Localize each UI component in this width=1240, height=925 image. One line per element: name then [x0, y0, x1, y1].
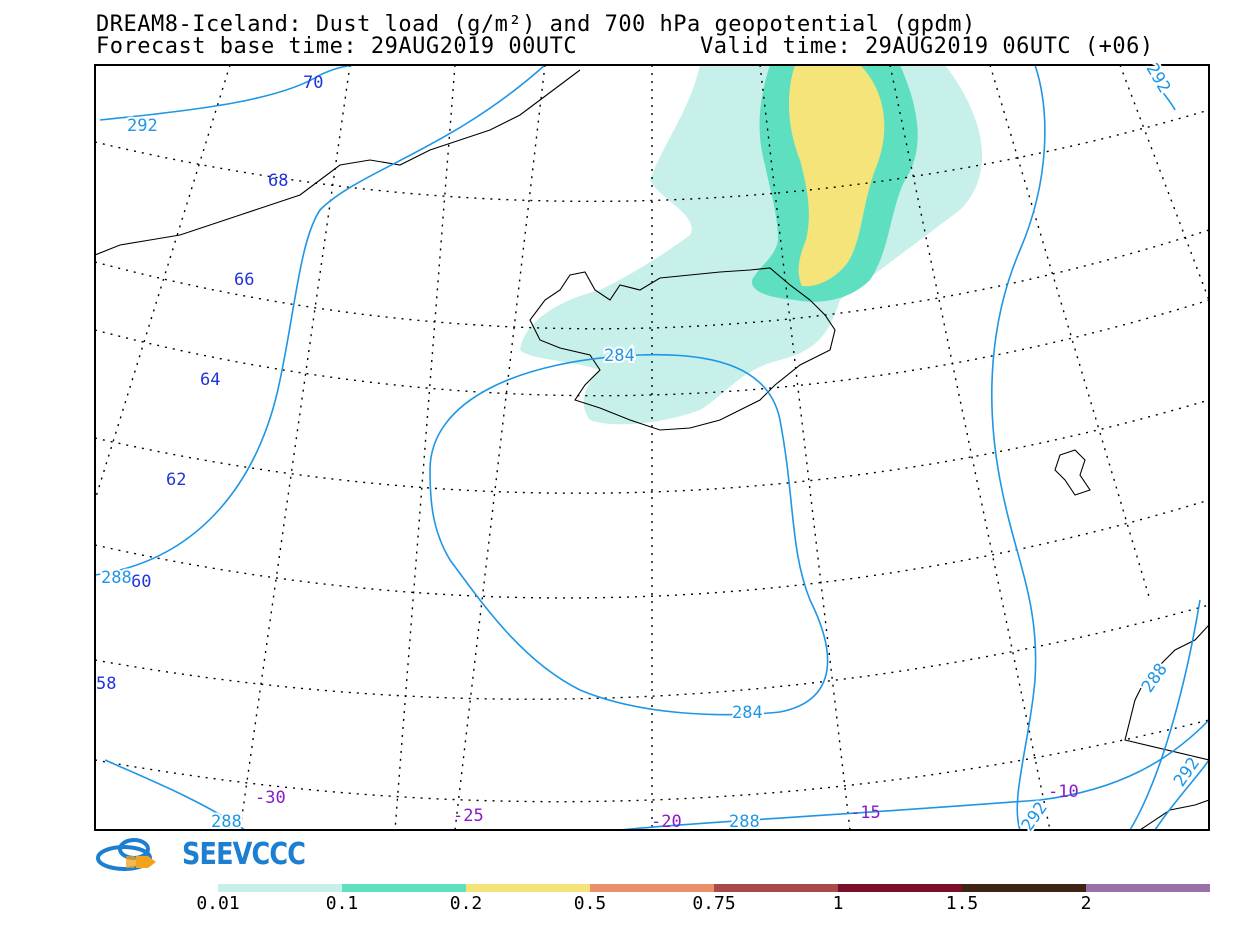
dust-field — [520, 65, 983, 425]
map-title: DREAM8-Iceland: Dust load (g/m²) and 700… — [96, 12, 976, 37]
norway-coast — [1124, 624, 1209, 761]
contour-label: 288 — [211, 812, 242, 832]
valid-time: Valid time: 29AUG2019 06UTC (+06) — [700, 34, 1154, 59]
contour-label: 292 — [127, 116, 158, 136]
legend-tick: 2 — [1080, 893, 1092, 914]
legend-swatch — [466, 884, 590, 892]
lat-label: 64 — [200, 370, 220, 390]
lon-label: -30 — [255, 788, 286, 808]
scotland-coast — [1139, 799, 1209, 830]
lon-label: -25 — [453, 806, 484, 826]
legend-tick: 0.1 — [325, 893, 359, 914]
greenland-coast — [95, 69, 581, 256]
contour-296-east — [1154, 759, 1209, 830]
legend-tick: 0.5 — [573, 893, 607, 914]
contour-label: 284 — [604, 346, 635, 366]
legend-tick: 0.01 — [196, 893, 240, 914]
contour-292-se — [1129, 599, 1201, 830]
lon-label: -20 — [651, 812, 682, 832]
contour-284 — [429, 353, 829, 716]
legend-swatch — [342, 884, 466, 892]
legend-tick: 0.75 — [692, 893, 736, 914]
seevccc-logo: SEEVCCC — [96, 836, 327, 872]
color-legend — [218, 884, 1210, 892]
legend-swatch — [962, 884, 1086, 892]
lat-label: 70 — [303, 73, 323, 93]
legend-tick: 0.2 — [449, 893, 483, 914]
lon-label: -15 — [850, 803, 881, 823]
contour-288-south — [619, 719, 1209, 830]
lat-label: 60 — [131, 572, 151, 592]
iceland-coast — [529, 267, 836, 431]
legend-swatch — [218, 884, 342, 892]
contour-288-nw — [95, 65, 546, 576]
legend-swatch — [714, 884, 838, 892]
lat-label: 68 — [268, 171, 288, 191]
graticule — [95, 65, 1209, 830]
coastlines — [95, 69, 1209, 830]
contour-label: 288 — [101, 568, 132, 588]
legend-swatch — [1086, 884, 1210, 892]
geopotential-contours — [95, 65, 1209, 830]
lat-label: 58 — [96, 674, 116, 694]
legend-tick: 1 — [832, 893, 844, 914]
cloud-icon — [96, 838, 156, 871]
logo-text: SEEVCCC — [182, 836, 306, 872]
lat-label: 66 — [234, 270, 254, 290]
legend-swatch — [838, 884, 962, 892]
contour-label: 292 — [1170, 754, 1204, 791]
contour-292-nw — [99, 65, 356, 121]
contour-label: 288 — [729, 812, 760, 832]
lon-label: -10 — [1048, 782, 1079, 802]
lat-label: 62 — [166, 470, 186, 490]
legend-swatch — [590, 884, 714, 892]
dust-band-0.2 — [788, 65, 885, 287]
contour-label: 284 — [732, 703, 763, 723]
legend-tick: 1.5 — [945, 893, 979, 914]
faroe-islands — [1054, 449, 1091, 496]
contour-label: 288 — [1138, 660, 1172, 697]
forecast-base-time: Forecast base time: 29AUG2019 00UTC — [96, 34, 578, 59]
contour-292-east — [991, 65, 1046, 830]
contour-ne — [1149, 74, 1176, 111]
contour-288-sw — [104, 759, 246, 830]
map-frame — [94, 64, 1210, 831]
